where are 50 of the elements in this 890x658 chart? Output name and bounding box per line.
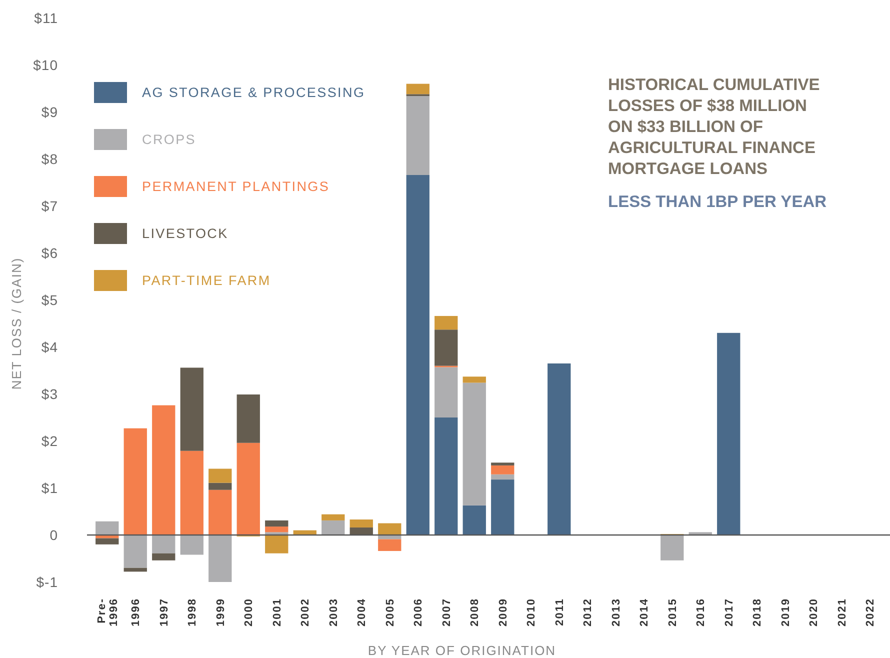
y-tick-label: $8 bbox=[41, 150, 58, 167]
y-tick-label: $6 bbox=[41, 244, 58, 261]
legend-label: AG STORAGE & PROCESSING bbox=[142, 85, 366, 100]
x-tick-label: 1999 bbox=[214, 598, 227, 626]
x-tick-label: 2000 bbox=[243, 598, 256, 626]
y-tick-label: $11 bbox=[34, 10, 58, 26]
x-tick-label: 2006 bbox=[412, 598, 425, 626]
legend-label: PART-TIME FARM bbox=[142, 273, 271, 288]
y-tick-label: $10 bbox=[33, 56, 58, 73]
x-tick-label: 2012 bbox=[582, 598, 594, 626]
y-axis-title: NET LOSS / (GAIN) bbox=[9, 257, 24, 390]
x-tick-label: 2019 bbox=[780, 598, 792, 626]
y-tick-label: $5 bbox=[41, 292, 58, 308]
x-axis-title: BY YEAR OF ORIGINATION bbox=[368, 643, 556, 658]
legend-label: CROPS bbox=[142, 132, 196, 148]
y-tick-label: $4 bbox=[41, 338, 58, 355]
x-tick-label: 2017 bbox=[723, 598, 736, 626]
x-tick-label: 2016 bbox=[695, 598, 708, 626]
x-tick-label: 2022 bbox=[864, 598, 877, 626]
x-tick-label: 2018 bbox=[752, 598, 764, 626]
x-tick-label: 2010 bbox=[526, 598, 538, 626]
y-tick-label: 0 bbox=[50, 526, 58, 543]
annotation: LESS THAN 1BP PER YEAR bbox=[608, 193, 827, 211]
y-tick-label: $-1 bbox=[36, 574, 58, 590]
y-tick-label: $9 bbox=[41, 104, 58, 120]
x-tick-label: Pre- 1996 bbox=[96, 598, 120, 626]
x-tick-label: 2004 bbox=[356, 598, 368, 626]
x-tick-label: 2001 bbox=[271, 598, 284, 626]
x-tick-label: 2002 bbox=[300, 598, 312, 626]
x-tick-label: 2015 bbox=[666, 598, 679, 626]
x-tick-label: 2008 bbox=[469, 598, 482, 626]
x-tick-label: 2021 bbox=[836, 598, 848, 626]
x-tick-label: 2003 bbox=[328, 598, 340, 626]
x-tick-label: 2011 bbox=[554, 598, 566, 626]
x-tick-label: 2005 bbox=[384, 598, 396, 626]
x-tick-label: 2013 bbox=[610, 598, 622, 626]
x-tick-label: 2007 bbox=[440, 598, 453, 626]
y-tick-label: $7 bbox=[41, 198, 58, 214]
x-tick-label: 1997 bbox=[158, 598, 170, 626]
x-tick-label: 1998 bbox=[186, 598, 199, 626]
y-tick-label: $3 bbox=[41, 386, 58, 402]
x-tick-label: 1996 bbox=[130, 598, 142, 626]
y-tick-label: $2 bbox=[41, 432, 58, 449]
annotation: HISTORICAL CUMULATIVE LOSSES OF $38 MILLION ON $33 BILLION OF AGRICULTURAL FINANCE MORTGAGE LOANS bbox=[608, 76, 820, 178]
legend-label: LIVESTOCK bbox=[142, 226, 228, 242]
x-tick-label: 2014 bbox=[638, 598, 651, 626]
legend-label: PERMANENT PLANTINGS bbox=[142, 179, 330, 194]
x-tick-label: 2020 bbox=[808, 598, 820, 626]
y-tick-label: $1 bbox=[41, 480, 58, 496]
x-tick-label: 2009 bbox=[497, 598, 510, 626]
